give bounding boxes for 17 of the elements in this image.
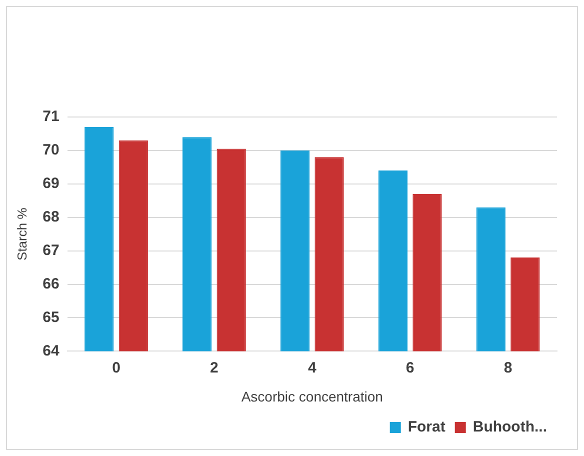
- x-axis-title: Ascorbic concentration: [241, 388, 383, 404]
- y-tick-label: 69: [42, 175, 60, 192]
- y-tick-label: 66: [42, 275, 60, 292]
- legend-label: Buhooth...: [472, 418, 548, 436]
- y-tick-label: 65: [42, 308, 60, 326]
- x-tick-label: 2: [210, 359, 218, 376]
- x-tick-label: 4: [308, 359, 317, 376]
- y-tick-label: 67: [42, 242, 60, 259]
- y-tick-label: 68: [42, 208, 60, 226]
- legend-label: Forat: [408, 418, 446, 436]
- y-tick-label: 64: [42, 342, 60, 360]
- y-tick-label: 70: [42, 142, 60, 159]
- x-tick-label: 0: [112, 359, 120, 376]
- y-axis-title: Starch %: [14, 207, 30, 260]
- x-tick-label: 6: [406, 359, 414, 376]
- y-tick-label: 71: [42, 108, 60, 126]
- x-tick-label: 8: [504, 359, 512, 376]
